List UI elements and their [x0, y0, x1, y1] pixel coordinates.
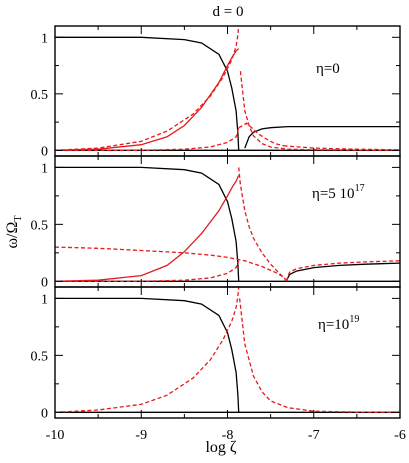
x-tick-label: -6: [394, 428, 406, 443]
curve-red-dashed-6: [238, 167, 286, 280]
x-tick-label: -10: [46, 428, 65, 443]
curve-black-solid-1: [285, 262, 400, 282]
curve-red-solid-3: [55, 48, 240, 151]
x-tick-label: -9: [135, 428, 147, 443]
curve-red-dashed-5: [239, 71, 400, 151]
curve-black-solid-0: [55, 297, 240, 413]
panel-label-base: η=10: [318, 317, 349, 333]
y-tick-label: 0.5: [31, 349, 49, 364]
panel-bottom-label: η=1019: [318, 314, 359, 333]
panel-top-curves: [55, 26, 400, 151]
curve-red-solid-3: [55, 175, 240, 282]
y-axis-title: ω/ΩT: [4, 216, 24, 249]
panel-bottom: 0 0.5 1 -10 -9 -8 -7 -6 η=1019: [31, 286, 406, 443]
panel-middle-curves: [55, 166, 400, 282]
panel-middle-label: η=5 1017: [312, 183, 365, 202]
y-tick-label: 0: [41, 275, 48, 290]
curve-black-solid-0: [55, 166, 240, 282]
panel-top-frame: [54, 25, 401, 157]
panel-top: 0 0.5 1 η=0: [31, 25, 401, 159]
curve-black-solid-1: [244, 125, 400, 149]
curve-red-dashed-7: [238, 122, 284, 147]
y-tick-label: 0: [41, 406, 48, 421]
panels: 0 0.5 1 η=0 0 0.5 1 η=5 1017 0 0.5 1 -10 -9 -8 -7 -6 η=1…: [31, 25, 406, 443]
x-tick-label: -8: [222, 428, 234, 443]
y-tick-label: 0: [41, 144, 48, 159]
curve-red-dashed-3: [238, 298, 400, 413]
panel-bottom-frame: [54, 286, 401, 419]
panel-middle-frame: [54, 155, 401, 288]
figure-title: d = 0: [213, 4, 244, 20]
x-axis-title: log ζ: [205, 439, 236, 456]
panel-label-base: η=0: [316, 61, 340, 77]
curve-black-solid-0: [55, 36, 240, 151]
y-tick-label: 1: [41, 161, 48, 176]
panel-middle: 0 0.5 1 η=5 1017: [31, 155, 401, 290]
y-tick-label: 0.5: [31, 218, 49, 233]
panel-label-base: η=5 10: [312, 186, 355, 202]
curve-red-dashed-2: [55, 287, 240, 413]
curve-red-dashed-4: [55, 26, 240, 151]
y-axis-title-sub: T: [13, 216, 24, 222]
panel-label-sup: 17: [355, 183, 365, 194]
y-tick-label: 1: [41, 31, 48, 46]
curve-red-dashed-4: [55, 246, 287, 282]
curve-red-dashed-7: [285, 260, 400, 282]
panel-label-sup: 19: [349, 314, 359, 325]
y-axis-title-base: ω/Ω: [4, 222, 21, 249]
panel-top-label: η=0: [316, 61, 340, 77]
x-tick-label: -7: [308, 428, 320, 443]
y-tick-label: 1: [41, 292, 48, 307]
y-tick-label: 0.5: [31, 88, 49, 103]
curve-red-dashed-8: [283, 145, 400, 151]
curve-red-dashed-5: [55, 260, 240, 282]
panel-bottom-curves: [55, 287, 400, 413]
